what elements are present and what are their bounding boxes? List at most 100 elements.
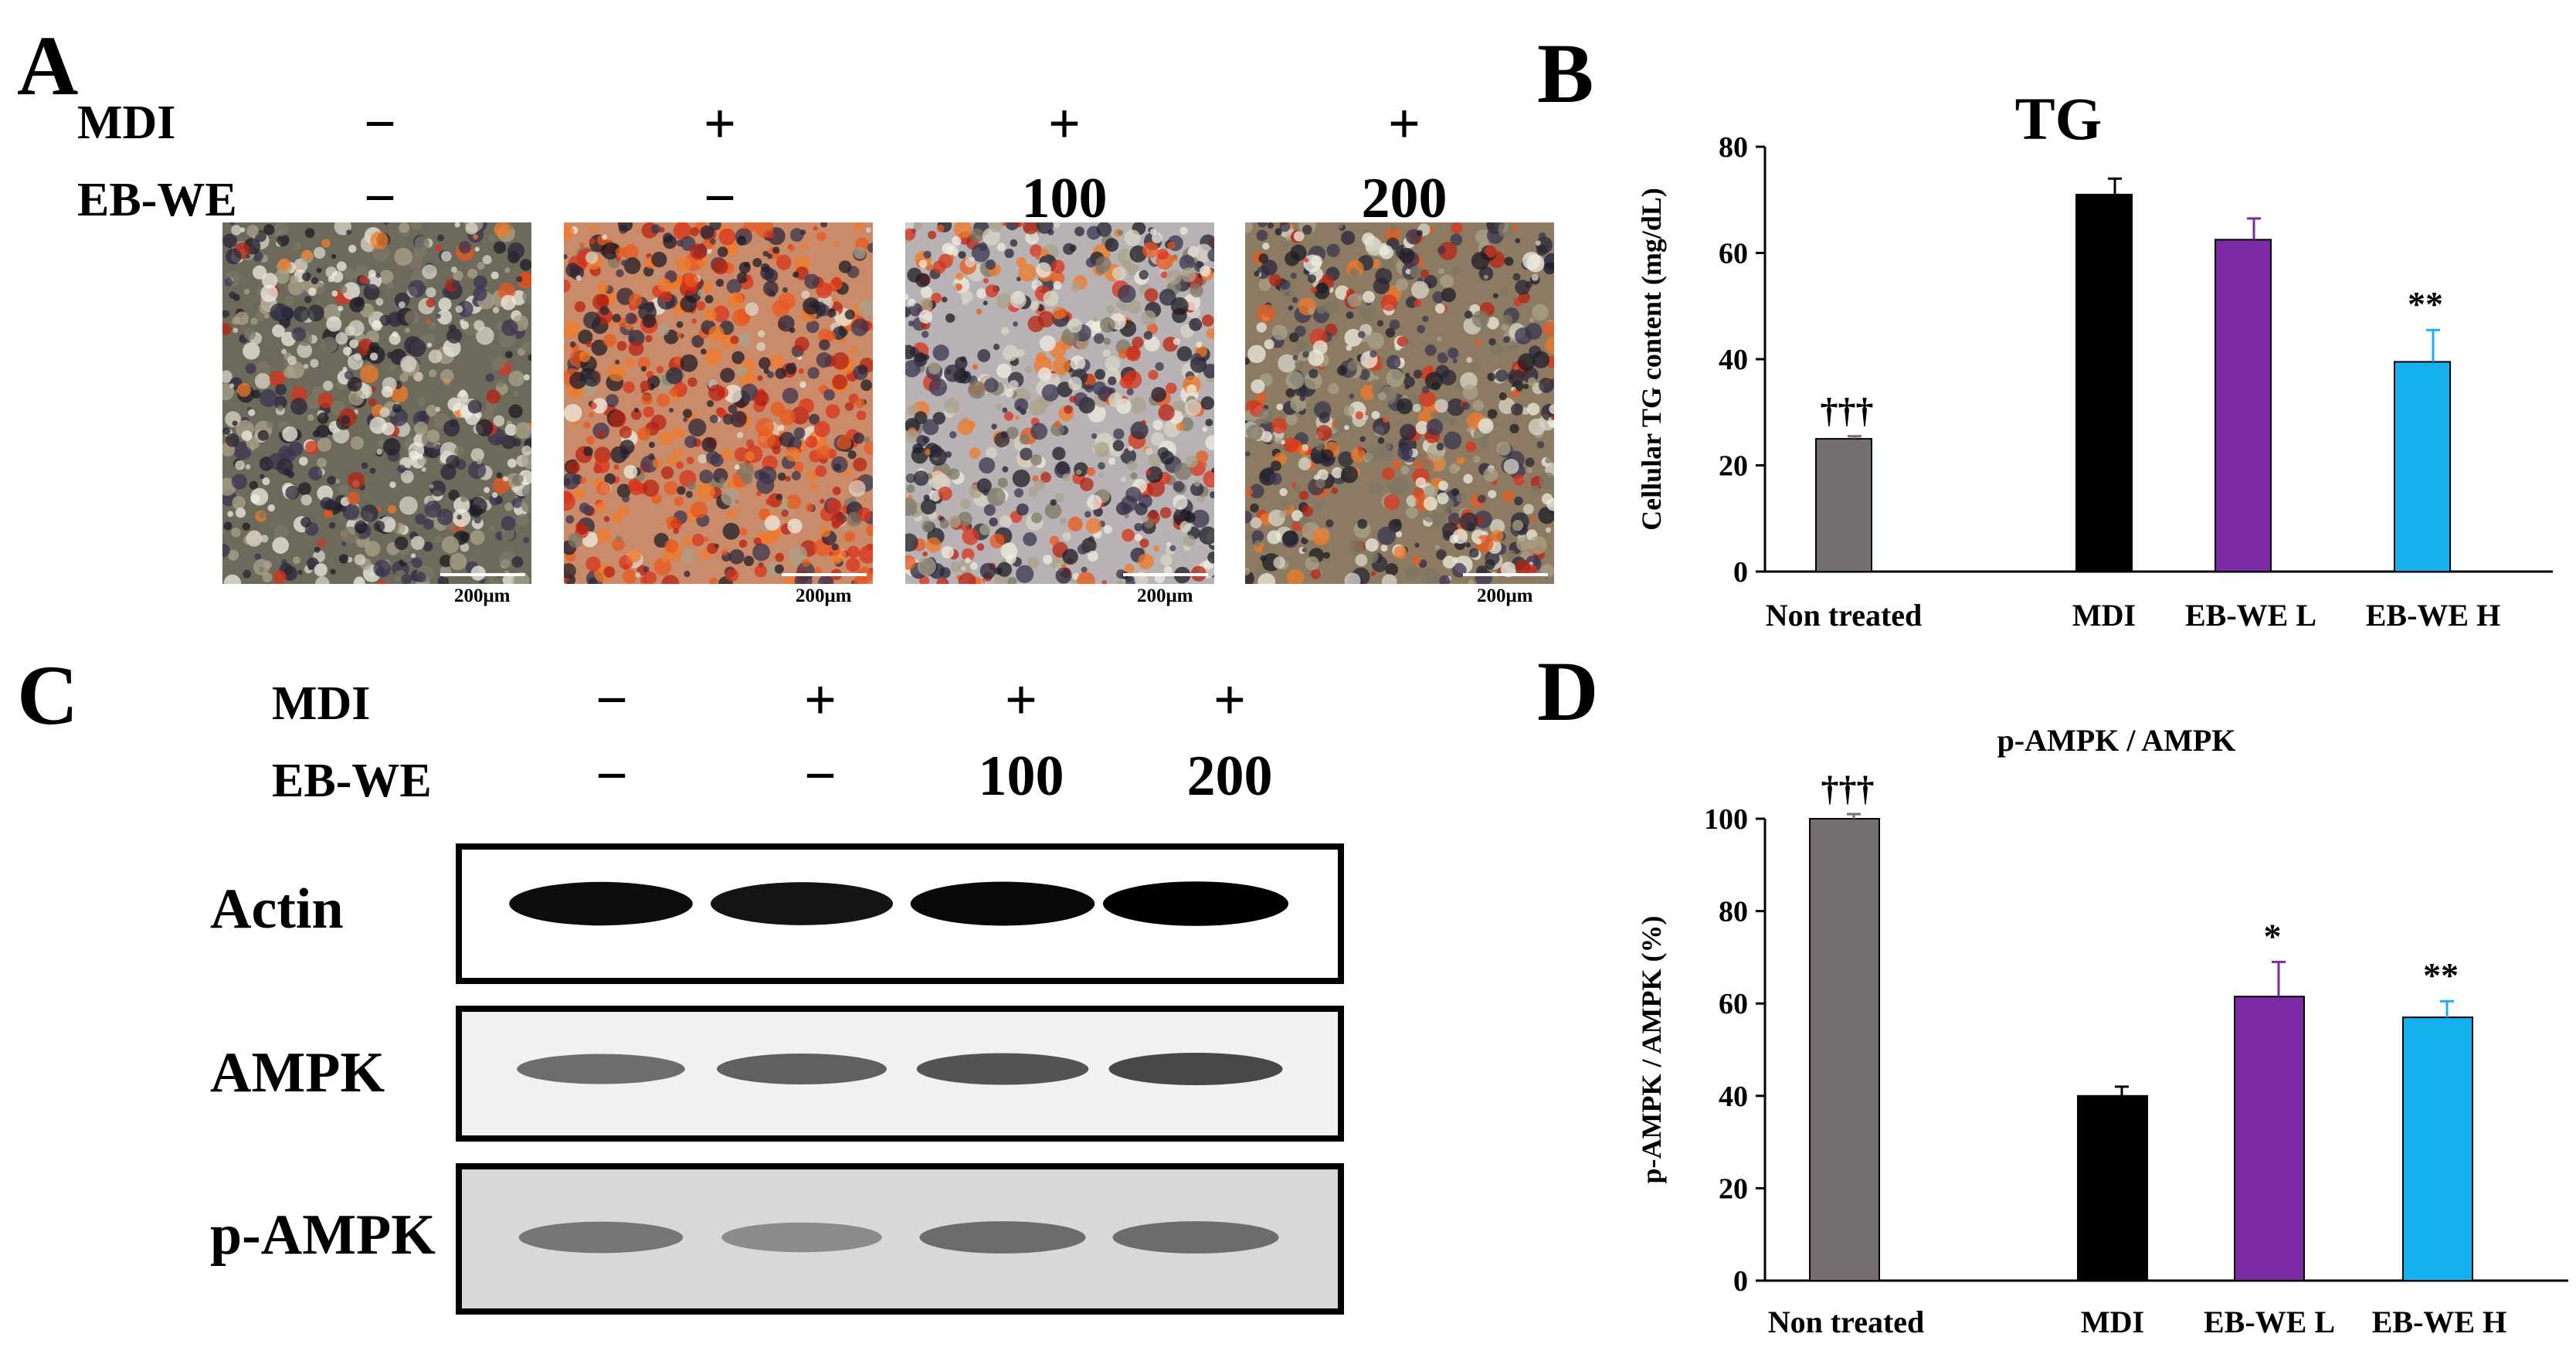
texture-dot [962, 528, 979, 545]
texture-dot [440, 251, 452, 262]
texture-dot [827, 434, 833, 439]
texture-dot [979, 456, 996, 474]
texture-dot [1323, 551, 1330, 559]
texture-dot [612, 538, 625, 551]
mdi-label-a: MDI [77, 97, 176, 149]
texture-dot [928, 378, 948, 396]
texture-dot [1050, 260, 1065, 273]
texture-dot [1269, 472, 1282, 485]
texture-dot [968, 381, 986, 399]
texture-dot [1095, 256, 1112, 273]
texture-dot [691, 534, 705, 547]
texture-dot [721, 549, 728, 556]
texture-dot [1511, 403, 1523, 416]
texture-dot [991, 423, 997, 429]
blot-label-ampk: AMPK [210, 1041, 385, 1105]
texture-dot [985, 259, 996, 270]
texture-dot [1245, 567, 1251, 575]
texture-dot [617, 222, 633, 232]
texture-dot [389, 364, 395, 372]
bar-mdi [2077, 1094, 2148, 1281]
texture-dot [283, 361, 289, 367]
texture-dot [640, 455, 658, 473]
texture-dot [697, 289, 705, 297]
texture-dot [250, 494, 260, 504]
texture-dot [1145, 466, 1163, 484]
texture-dot [919, 298, 933, 312]
texture-dot [429, 480, 446, 497]
texture-dot [905, 429, 919, 443]
texture-dot [429, 369, 437, 378]
texture-dot [623, 244, 639, 260]
texture-dot [1471, 310, 1490, 328]
texture-dot [1247, 344, 1266, 364]
texture-dot [758, 466, 777, 485]
texture-dot [616, 269, 624, 277]
texture-dot [1362, 445, 1380, 462]
texture-dot [508, 370, 524, 387]
texture-dot [958, 572, 976, 584]
texture-dot [1459, 512, 1478, 531]
texture-dot [757, 430, 776, 449]
texture-dot [235, 311, 249, 325]
texture-dot [756, 341, 766, 351]
texture-dot [813, 226, 818, 231]
texture-dot [843, 526, 849, 532]
texture-dot [1141, 419, 1146, 426]
texture-dot [241, 430, 253, 442]
texture-dot [673, 528, 680, 534]
texture-dot [757, 330, 765, 338]
texture-dot [995, 403, 1003, 410]
texture-dot [949, 431, 957, 439]
texture-dot [1392, 460, 1402, 470]
blot-band [509, 881, 693, 926]
texture-dot [243, 288, 250, 295]
texture-dot [1495, 369, 1509, 382]
texture-dot [1415, 477, 1427, 488]
texture-dot [741, 473, 753, 485]
texture-dot [1003, 411, 1014, 421]
texture-dot [331, 254, 337, 260]
texture-dot [1101, 579, 1108, 584]
texture-dot [635, 572, 641, 578]
texture-dot [1020, 447, 1033, 461]
texture-dot [1245, 357, 1251, 365]
texture-dot [360, 365, 379, 384]
texture-dot [785, 446, 800, 462]
texture-dot [242, 522, 251, 531]
texture-dot [1203, 363, 1214, 378]
texture-dot [1451, 463, 1457, 469]
texture-dot [807, 470, 818, 480]
texture-dot [245, 363, 256, 375]
y-axis-label: Cellular TG content (mg/dL) [1636, 188, 1667, 531]
texture-dot [287, 355, 297, 365]
texture-dot [1283, 502, 1291, 511]
texture-dot [1450, 233, 1463, 246]
texture-dot [856, 410, 867, 421]
texture-dot [507, 242, 525, 260]
texture-dot [857, 365, 868, 375]
texture-dot [1176, 422, 1185, 431]
texture-dot [837, 435, 852, 450]
texture-dot [1257, 304, 1275, 323]
texture-dot [349, 297, 365, 313]
texture-dot [704, 294, 714, 304]
texture-dot [484, 487, 490, 494]
texture-dot [1347, 539, 1364, 556]
texture-dot [1350, 447, 1366, 463]
texture-dot [1374, 375, 1380, 380]
texture-dot [1148, 453, 1162, 468]
texture-dot [1483, 467, 1498, 482]
texture-dot [602, 334, 616, 348]
texture-dot [1105, 304, 1115, 314]
texture-dot [259, 473, 265, 480]
y-axis-label: p-AMPK / AMPK (%) [1636, 916, 1667, 1184]
texture-dot [1007, 577, 1017, 584]
texture-dot [1451, 266, 1460, 276]
texture-dot [1142, 242, 1159, 259]
texture-dot [473, 287, 487, 301]
texture-dot [917, 557, 936, 576]
texture-dot [1275, 437, 1282, 444]
texture-dot [1102, 349, 1111, 358]
texture-dot [287, 279, 304, 296]
